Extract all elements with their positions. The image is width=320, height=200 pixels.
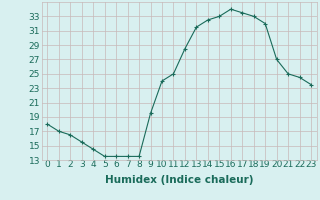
X-axis label: Humidex (Indice chaleur): Humidex (Indice chaleur) (105, 175, 253, 185)
